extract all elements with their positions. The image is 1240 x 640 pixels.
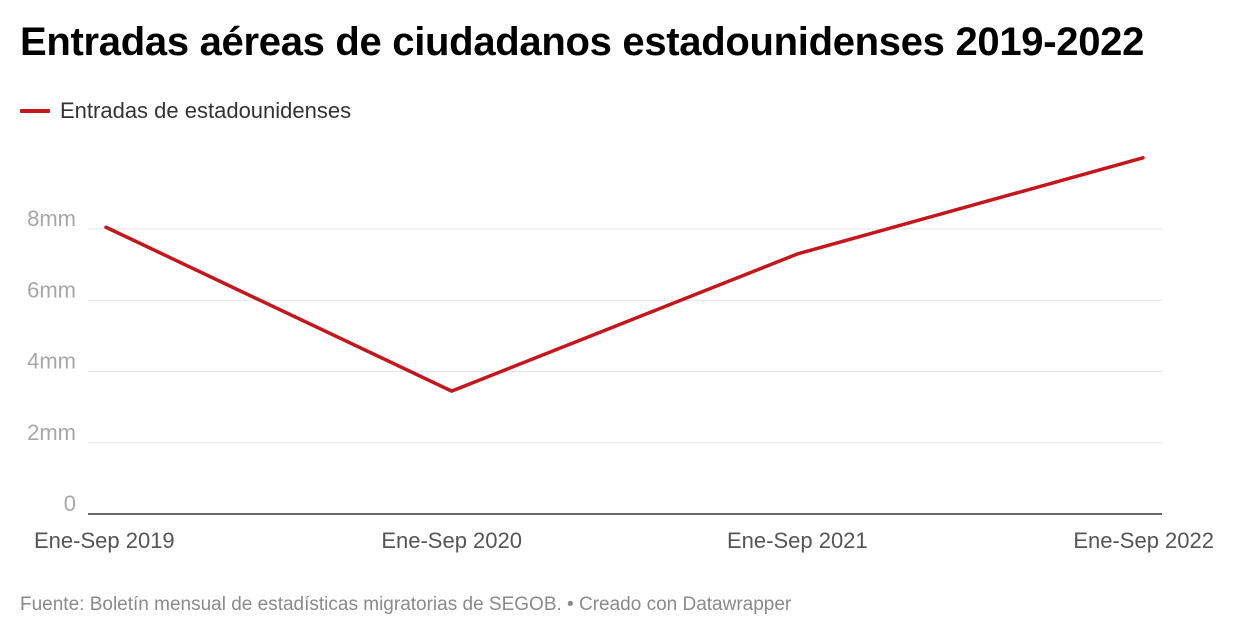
x-axis-ticks: Ene-Sep 2019 Ene-Sep 2020 Ene-Sep 2021 Ene-…: [34, 528, 1214, 553]
y-tick-label: 6mm: [27, 277, 76, 302]
x-tick-label: Ene-Sep 2019: [34, 528, 175, 553]
legend-label: Entradas de estadounidenses: [60, 98, 352, 123]
y-tick-label: 2mm: [27, 420, 76, 445]
footer-source: Fuente: Boletín mensual de estadísticas …: [20, 594, 792, 615]
y-tick-label: 0: [64, 491, 76, 516]
legend-swatch: [20, 109, 50, 113]
legend: Entradas de estadounidenses: [20, 98, 351, 124]
x-tick-label: Ene-Sep 2021: [727, 528, 868, 553]
x-tick-label: Ene-Sep 2020: [381, 528, 522, 553]
chart-title: Entradas aéreas de ciudadanos estadounid…: [20, 20, 1145, 64]
series-line: [104, 156, 1145, 393]
series-lines: [104, 156, 1145, 393]
y-tick-label: 4mm: [27, 349, 76, 374]
gridlines: [88, 228, 1162, 515]
y-tick-label: 8mm: [27, 206, 76, 231]
x-tick-label: Ene-Sep 2022: [1073, 528, 1214, 553]
y-axis-ticks: 0 2mm 4mm 6mm 8mm: [27, 206, 76, 516]
